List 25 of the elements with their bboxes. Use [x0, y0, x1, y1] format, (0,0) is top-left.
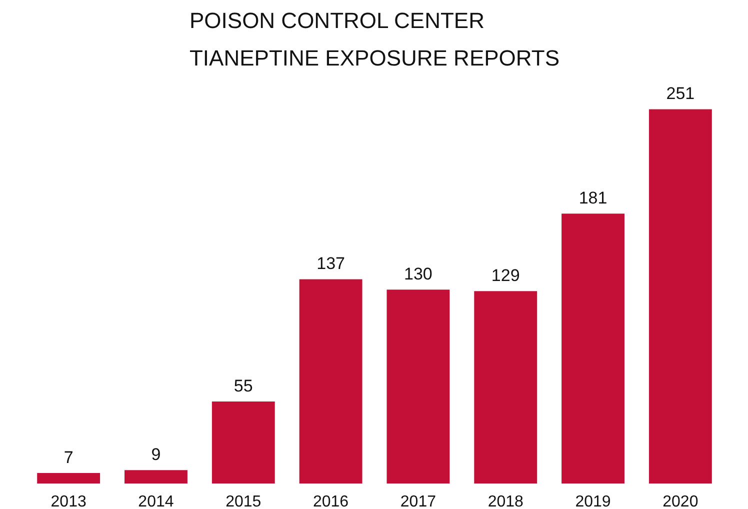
x-tick-label: 2014 [138, 494, 174, 509]
x-tick-label: 2016 [313, 494, 349, 509]
x-tick-label: 2018 [488, 494, 524, 509]
data-label: 55 [234, 376, 253, 396]
bar [562, 214, 624, 484]
data-label: 9 [151, 445, 161, 464]
bar [212, 401, 275, 484]
bar [648, 109, 712, 484]
x-tick-label: 2019 [575, 494, 611, 509]
data-label: 7 [64, 448, 74, 468]
bar [124, 470, 188, 484]
chart-title: POISON CONTROL CENTER TIANEPTINE EXPOSURE REPORTS [190, 8, 560, 70]
data-label: 181 [578, 188, 608, 208]
data-label: 251 [666, 84, 695, 104]
bar [37, 473, 100, 484]
data-label: 137 [316, 254, 345, 274]
bar [386, 290, 450, 484]
bar [299, 279, 362, 484]
data-label: 129 [491, 266, 520, 286]
x-tick-label: 2013 [50, 494, 86, 509]
x-tick-label: 2020 [662, 494, 698, 509]
x-tick-label: 2015 [226, 494, 262, 509]
data-label: 130 [404, 264, 432, 284]
x-tick-label: 2017 [400, 494, 436, 509]
bar [474, 291, 538, 484]
